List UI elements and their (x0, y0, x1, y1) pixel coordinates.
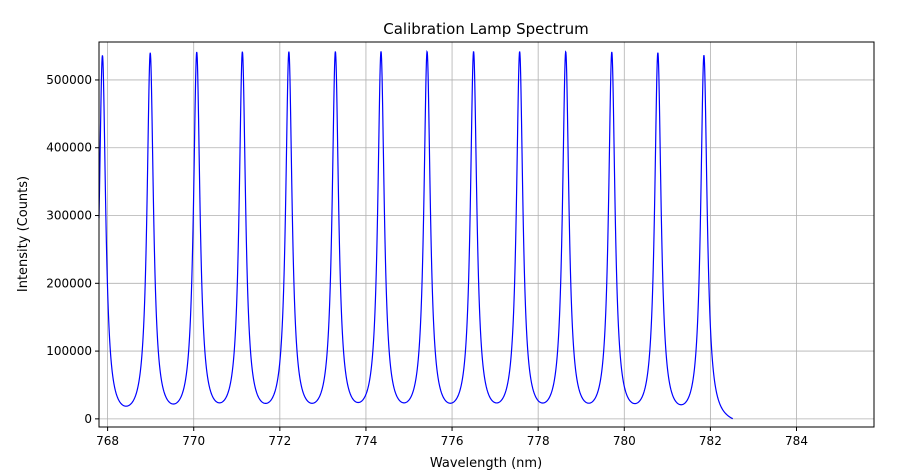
x-tick-label: 772 (268, 434, 291, 448)
spectrum-line (98, 50, 734, 420)
y-tick-label: 500000 (46, 73, 92, 87)
x-tick-label: 776 (441, 434, 464, 448)
x-tick-label: 780 (613, 434, 636, 448)
plot-background (99, 42, 874, 427)
chart-title: Calibration Lamp Spectrum (383, 20, 589, 38)
y-axis-label: Intensity (Counts) (16, 176, 31, 292)
plot-frame (98, 41, 875, 428)
x-tick-label: 778 (527, 434, 550, 448)
x-gridlines (107, 42, 797, 427)
x-axis-label: Wavelength (nm) (430, 456, 542, 471)
x-tick-label: 784 (785, 434, 808, 448)
y-gridlines (99, 79, 874, 420)
x-tick-label: 782 (699, 434, 722, 448)
y-tick-label: 100000 (46, 344, 92, 358)
y-tick-label: 0 (84, 412, 92, 426)
x-tick-label: 774 (354, 434, 377, 448)
y-tick-label: 300000 (46, 209, 92, 223)
x-axis-ticks: 768 770 772 774 776 778 780 782 784 (96, 427, 808, 448)
y-axis-ticks: 0 100000 200000 300000 400000 500000 (46, 73, 99, 426)
y-tick-label: 400000 (46, 141, 92, 155)
x-tick-label: 768 (96, 434, 119, 448)
x-tick-label: 770 (182, 434, 205, 448)
y-tick-label: 200000 (46, 276, 92, 290)
